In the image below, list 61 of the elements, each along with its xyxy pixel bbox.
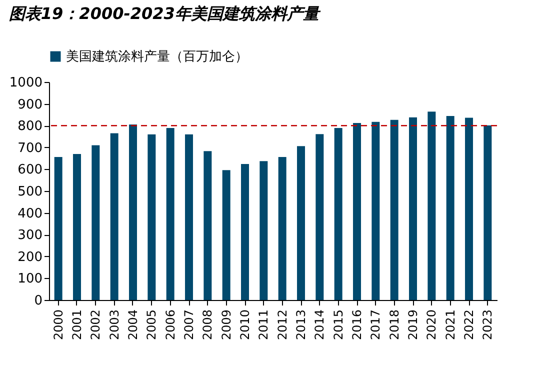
x-tick-label: 2008 (200, 310, 215, 340)
x-tick-label: 2003 (107, 310, 122, 340)
x-tick-label: 2000 (51, 310, 66, 340)
bar (372, 122, 380, 300)
x-tick-label: 2011 (256, 310, 271, 340)
bar (260, 161, 268, 300)
x-tick-label: 2006 (163, 310, 178, 340)
bar (54, 156, 62, 300)
x-tick-label: 2015 (331, 310, 346, 340)
y-tick-label: 100 (18, 272, 42, 287)
y-tick-label: 300 (18, 228, 42, 244)
bar (222, 170, 230, 300)
bar (148, 134, 156, 300)
bar (428, 112, 436, 300)
x-tick-label: 2017 (368, 310, 383, 340)
bar (465, 118, 473, 300)
x-tick-label: 2023 (480, 310, 495, 340)
x-tick-label: 2018 (387, 310, 402, 340)
bar (446, 116, 454, 300)
x-tick-label: 2005 (144, 310, 159, 340)
x-tick-label: 2022 (462, 310, 476, 340)
bar (278, 156, 286, 300)
x-tick-label: 2019 (406, 310, 420, 340)
bar (73, 154, 81, 300)
bar (241, 164, 249, 300)
x-tick-label: 2016 (350, 310, 364, 340)
x-tick-label: 2004 (126, 310, 140, 340)
x-tick-label: 2014 (312, 310, 327, 340)
bar (390, 120, 398, 300)
y-tick-label: 500 (18, 184, 42, 200)
x-tick-label: 2020 (424, 310, 439, 340)
bar (204, 151, 212, 300)
bar (185, 134, 193, 300)
x-tick-label: 2013 (294, 310, 308, 340)
bar (92, 145, 100, 300)
x-tick-label: 2007 (182, 310, 196, 340)
bar (316, 134, 324, 300)
y-tick-label: 800 (18, 119, 42, 134)
legend-label: 美国建筑涂料产量（百万加仑） (66, 48, 248, 64)
y-tick-label: 0 (34, 294, 42, 308)
bar (166, 128, 174, 300)
y-tick-label: 700 (18, 140, 42, 156)
bar (110, 133, 118, 300)
x-tick-label: 2012 (275, 310, 290, 340)
x-tick-label: 2010 (238, 310, 252, 340)
y-tick-label: 900 (18, 97, 42, 112)
bar (297, 146, 305, 300)
chart-title: 图表19：2000-2023年美国建筑涂料产量 (8, 4, 321, 23)
bar (353, 122, 361, 300)
y-tick-label: 400 (18, 206, 42, 222)
x-tick-label: 2001 (70, 310, 84, 340)
bar (334, 128, 342, 300)
x-tick-label: 2009 (219, 310, 234, 340)
bar (484, 125, 492, 300)
bar (129, 124, 137, 300)
x-tick-label: 2002 (88, 310, 103, 340)
y-tick-label: 200 (18, 250, 42, 265)
x-tick-label: 2021 (443, 310, 458, 340)
bar (409, 117, 417, 300)
y-tick-label: 600 (18, 162, 42, 178)
y-tick-label: 1000 (9, 76, 42, 90)
